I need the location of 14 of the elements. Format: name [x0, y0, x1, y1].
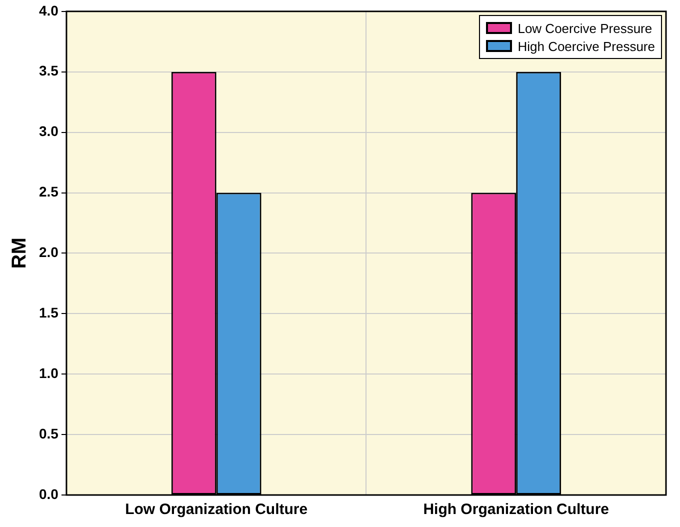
legend-label: High Coercive Pressure [518, 38, 655, 54]
y-tick-label: 1.5 [38, 304, 59, 321]
y-tick-label: 2.0 [38, 244, 59, 260]
y-tick-label: 2.5 [38, 184, 59, 200]
y-tick-label: 4.0 [38, 2, 59, 18]
y-tick-label: 3.0 [38, 123, 59, 140]
y-tick-label: 0.0 [38, 486, 59, 502]
x-tick-label: Low Organization Culture [125, 501, 308, 518]
y-tick-label: 1.0 [38, 364, 59, 381]
x-tick-label: High Organization Culture [423, 501, 610, 518]
y-tick-label: 3.5 [38, 62, 59, 79]
y-tick-label: 0.5 [38, 425, 59, 442]
legend-label: Low Coercive Pressure [518, 20, 652, 36]
y-axis-title: RM [8, 238, 31, 269]
